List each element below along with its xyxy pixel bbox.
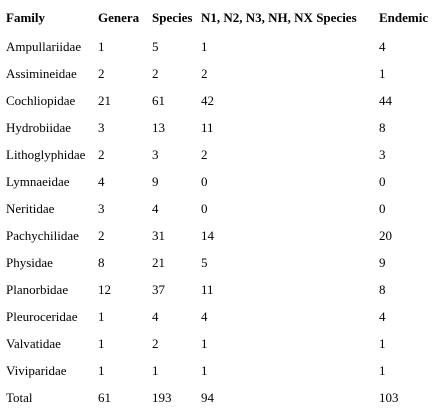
family-cell: Hydrobiidae (6, 120, 71, 135)
table-row: Planorbidae 12 37 11 8 (6, 276, 439, 303)
genera-cell: 61 (98, 390, 111, 405)
header-endemic: Endemic (379, 10, 429, 25)
endemic-cell: 1 (379, 66, 386, 81)
endemic-cell: 8 (379, 120, 386, 135)
genera-cell: 1 (98, 363, 105, 378)
header-genera: Genera (98, 10, 140, 25)
header-family: Family (6, 10, 45, 25)
endemic-cell: 4 (379, 39, 386, 54)
species-cell: 3 (152, 147, 159, 162)
family-cell: Viviparidae (6, 363, 67, 378)
species-cell: 5 (152, 39, 159, 54)
endemic-cell: 103 (379, 390, 399, 405)
n-species-cell: 1 (201, 363, 208, 378)
n-species-cell: 14 (201, 228, 214, 243)
species-cell: 2 (152, 66, 159, 81)
genera-cell: 2 (98, 66, 105, 81)
family-cell: Physidae (6, 255, 53, 270)
endemic-cell: 0 (379, 201, 386, 216)
species-cell: 61 (152, 93, 165, 108)
endemic-cell: 20 (379, 228, 392, 243)
table-row: Neritidae 3 4 0 0 (6, 195, 439, 222)
genera-cell: 2 (98, 228, 105, 243)
n-species-cell: 1 (201, 39, 208, 54)
table-row: Ampullariidae 1 5 1 4 (6, 33, 439, 60)
species-cell: 21 (152, 255, 165, 270)
genera-cell: 12 (98, 282, 111, 297)
table-row: Assimineidae 2 2 2 1 (6, 60, 439, 87)
species-cell: 193 (152, 390, 172, 405)
table-row: Pachychilidae 2 31 14 20 (6, 222, 439, 249)
header-species: Species (152, 10, 193, 25)
table-row: Viviparidae 1 1 1 1 (6, 357, 439, 384)
species-cell: 4 (152, 201, 159, 216)
total-row: Total 61 193 94 103 (6, 384, 439, 411)
endemic-cell: 8 (379, 282, 386, 297)
endemic-cell: 9 (379, 255, 386, 270)
endemic-cell: 4 (379, 309, 386, 324)
family-cell: Total (6, 390, 33, 405)
family-cell: Pleuroceridae (6, 309, 78, 324)
family-cell: Planorbidae (6, 282, 69, 297)
n-species-cell: 0 (201, 201, 208, 216)
genera-cell: 21 (98, 93, 111, 108)
genera-cell: 4 (98, 174, 105, 189)
endemic-cell: 1 (379, 336, 386, 351)
genera-cell: 1 (98, 336, 105, 351)
table-body: Ampullariidae 1 5 1 4 Assimineidae 2 2 2 1 Cochlio… (6, 33, 439, 411)
species-cell: 37 (152, 282, 165, 297)
family-cell: Valvatidae (6, 336, 61, 351)
table-row: Pleuroceridae 1 4 4 4 (6, 303, 439, 330)
family-cell: Cochliopidae (6, 93, 76, 108)
species-cell: 13 (152, 120, 165, 135)
header-n-species: N1, N2, N3, NH, NX Species (201, 10, 357, 25)
species-cell: 31 (152, 228, 165, 243)
family-cell: Neritidae (6, 201, 55, 216)
table-row: Lithoglyphidae 2 3 2 3 (6, 141, 439, 168)
genera-cell: 8 (98, 255, 105, 270)
genera-cell: 1 (98, 309, 105, 324)
table-row: Physidae 8 21 5 9 (6, 249, 439, 276)
species-cell: 1 (152, 363, 159, 378)
n-species-cell: 11 (201, 120, 214, 135)
species-cell: 2 (152, 336, 159, 351)
n-species-cell: 11 (201, 282, 214, 297)
endemic-cell: 3 (379, 147, 386, 162)
family-cell: Ampullariidae (6, 39, 82, 54)
family-cell: Lymnaeidae (6, 174, 70, 189)
n-species-cell: 2 (201, 147, 208, 162)
n-species-cell: 2 (201, 66, 208, 81)
genera-cell: 2 (98, 147, 105, 162)
header-row: Family Genera Species N1, N2, N3, NH, NX… (6, 3, 439, 33)
n-species-cell: 42 (201, 93, 214, 108)
species-cell: 4 (152, 309, 159, 324)
n-species-cell: 4 (201, 309, 208, 324)
table-row: Lymnaeidae 4 9 0 0 (6, 168, 439, 195)
n-species-cell: 0 (201, 174, 208, 189)
family-cell: Pachychilidae (6, 228, 79, 243)
genera-cell: 1 (98, 39, 105, 54)
genera-cell: 3 (98, 201, 105, 216)
endemic-cell: 1 (379, 363, 386, 378)
family-cell: Assimineidae (6, 66, 77, 81)
n-species-cell: 5 (201, 255, 208, 270)
table-row: Hydrobiidae 3 13 11 8 (6, 114, 439, 141)
species-cell: 9 (152, 174, 159, 189)
family-cell: Lithoglyphidae (6, 147, 86, 162)
family-table: Family Genera Species N1, N2, N3, NH, NX… (6, 3, 439, 411)
n-species-cell: 1 (201, 336, 208, 351)
endemic-cell: 44 (379, 93, 392, 108)
table-row: Valvatidae 1 2 1 1 (6, 330, 439, 357)
table-row: Cochliopidae 21 61 42 44 (6, 87, 439, 114)
genera-cell: 3 (98, 120, 105, 135)
n-species-cell: 94 (201, 390, 214, 405)
endemic-cell: 0 (379, 174, 386, 189)
